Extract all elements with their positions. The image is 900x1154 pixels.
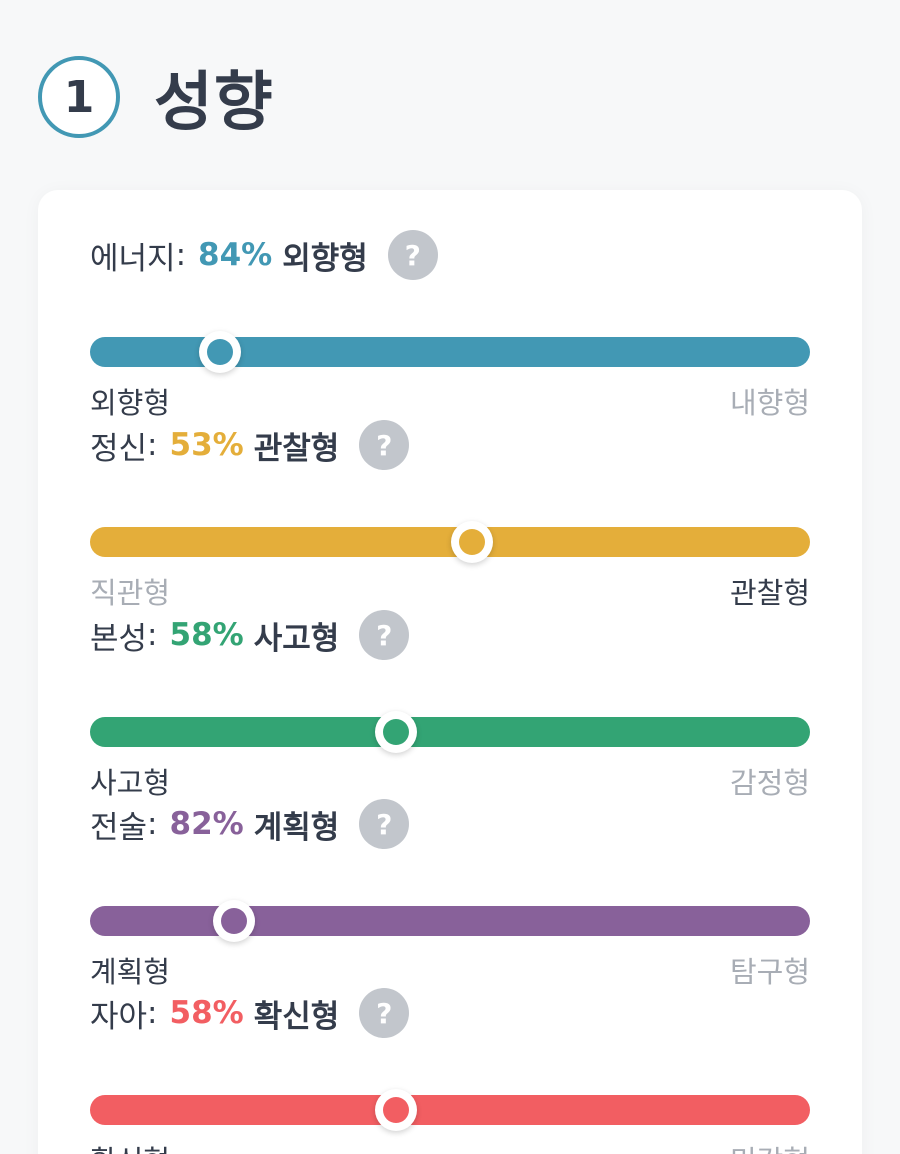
trait-colon: :: [147, 995, 158, 1031]
trait-slider-track[interactable]: [90, 1089, 810, 1131]
trait-slider-knob[interactable]: [375, 1089, 417, 1131]
trait-heading: 에너지:84% 외향형?: [90, 230, 438, 280]
trait-name: 본성: [90, 620, 148, 657]
trait-row: 전술:82% 계획형? 계획형 탐구형: [90, 799, 810, 989]
trait-row: 정신:53% 관찰형? 직관형 관찰형: [90, 420, 810, 610]
trait-slider-knob-dot: [383, 719, 409, 745]
trait-result: 외향형: [282, 240, 368, 277]
trait-row: 에너지:84% 외향형? 외향형 내향형: [90, 230, 810, 420]
trait-left-pole: 사고형: [90, 766, 171, 800]
trait-row: 본성:58% 사고형? 사고형 감정형: [90, 610, 810, 800]
trait-right-pole: 내향형: [729, 386, 810, 420]
question-icon[interactable]: ?: [387, 230, 438, 280]
trait-name: 정신: [90, 430, 148, 467]
trait-colon: :: [147, 427, 158, 463]
trait-colon: :: [147, 617, 158, 653]
trait-slider-track[interactable]: [90, 711, 810, 753]
trait-colon: :: [147, 806, 158, 842]
trait-name: 자아: [90, 998, 148, 1035]
section-title: 성향: [154, 66, 274, 140]
trait-percent: 53%: [169, 427, 244, 463]
trait-left-pole: 계획형: [90, 955, 171, 989]
question-icon[interactable]: ?: [359, 420, 410, 470]
trait-row: 자아:58%확신형?확신형민감형: [90, 988, 810, 1154]
trait-left-pole: 확신형: [90, 1138, 170, 1154]
step-number-badge: 1: [38, 56, 120, 138]
trait-percent: 58%: [169, 617, 244, 653]
trait-slider-knob[interactable]: [198, 331, 241, 373]
trait-right-pole: 탐구형: [729, 955, 810, 989]
trait-slider-knob-dot: [458, 529, 485, 555]
trait-slider-track[interactable]: [90, 521, 810, 563]
trait-heading: 전술:82% 계획형?: [90, 799, 410, 849]
trait-percent: 82%: [169, 806, 244, 842]
section-header: 1 성향: [38, 52, 274, 142]
trait-slider-knob[interactable]: [450, 521, 493, 563]
trait-heading: 본성:58% 사고형?: [90, 610, 410, 660]
trait-slider-track[interactable]: [90, 331, 810, 373]
trait-right-pole: 관찰형: [729, 576, 810, 610]
traits-card: 에너지:84% 외향형? 외향형 내향형 정신:53% 관찰형? 직관형 관찰형 본성:58% 사…: [38, 190, 862, 1154]
trait-slider-knob[interactable]: [213, 900, 255, 942]
trait-right-pole: 감정형: [729, 766, 810, 800]
question-icon[interactable]: ?: [359, 610, 410, 660]
trait-right-pole: 민감형: [730, 1138, 810, 1154]
trait-slider-track[interactable]: [90, 900, 810, 942]
question-icon[interactable]: ?: [359, 799, 410, 849]
trait-result: 확신형: [253, 998, 340, 1035]
trait-colon: :: [175, 237, 187, 273]
trait-slider-knob[interactable]: [375, 711, 417, 753]
trait-slider-knob-dot: [383, 1097, 409, 1123]
trait-result: 관찰형: [253, 430, 340, 467]
trait-slider-knob-dot: [221, 908, 247, 934]
trait-result: 사고형: [253, 620, 340, 657]
question-icon[interactable]: ?: [359, 988, 410, 1038]
trait-name: 전술: [90, 809, 148, 846]
trait-heading: 정신:53% 관찰형?: [90, 420, 410, 470]
trait-name: 에너지: [90, 240, 176, 277]
trait-result: 계획형: [253, 809, 340, 846]
trait-percent: 58%: [169, 995, 244, 1031]
trait-left-pole: 직관형: [90, 576, 171, 610]
trait-percent: 84%: [198, 237, 273, 273]
trait-left-pole: 외향형: [90, 386, 171, 420]
trait-slider-knob-dot: [206, 339, 233, 365]
trait-heading: 자아:58% 확신형?: [90, 988, 410, 1038]
